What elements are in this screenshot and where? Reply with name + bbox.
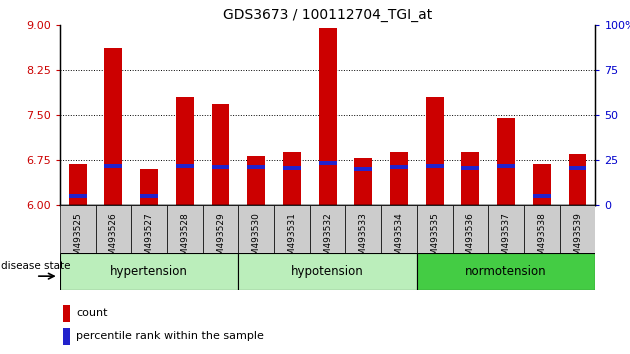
Bar bbox=[69, 164, 87, 205]
Bar bbox=[524, 205, 559, 253]
Bar bbox=[176, 97, 194, 205]
Text: GSM493528: GSM493528 bbox=[180, 212, 189, 267]
Bar bbox=[105, 164, 122, 168]
Bar bbox=[69, 194, 87, 198]
Bar bbox=[497, 164, 515, 168]
Text: GSM493529: GSM493529 bbox=[216, 212, 225, 267]
Text: GSM493525: GSM493525 bbox=[73, 212, 82, 267]
Bar bbox=[354, 167, 372, 171]
Bar bbox=[569, 166, 587, 170]
Text: GSM493538: GSM493538 bbox=[537, 212, 546, 267]
Bar bbox=[248, 156, 265, 205]
Bar bbox=[569, 154, 587, 205]
Bar bbox=[559, 205, 595, 253]
Text: GSM493533: GSM493533 bbox=[359, 212, 368, 267]
Bar bbox=[319, 28, 336, 205]
Bar bbox=[140, 169, 158, 205]
Bar bbox=[390, 165, 408, 169]
Bar bbox=[497, 118, 515, 205]
Bar bbox=[212, 165, 229, 169]
Text: GSM493536: GSM493536 bbox=[466, 212, 475, 267]
Bar bbox=[319, 161, 336, 165]
Text: GSM493527: GSM493527 bbox=[145, 212, 154, 267]
Bar bbox=[426, 164, 444, 168]
Bar bbox=[60, 253, 238, 290]
Text: GSM493534: GSM493534 bbox=[394, 212, 403, 267]
Bar bbox=[533, 164, 551, 205]
Text: GSM493539: GSM493539 bbox=[573, 212, 582, 267]
Bar bbox=[452, 205, 488, 253]
Bar bbox=[105, 48, 122, 205]
Text: normotension: normotension bbox=[466, 265, 547, 278]
Bar bbox=[96, 205, 131, 253]
Bar bbox=[176, 164, 194, 168]
Bar bbox=[426, 97, 444, 205]
Bar bbox=[212, 104, 229, 205]
Bar bbox=[381, 205, 417, 253]
Bar bbox=[310, 205, 345, 253]
Bar bbox=[167, 205, 203, 253]
Bar bbox=[248, 165, 265, 169]
Bar bbox=[140, 194, 158, 198]
Bar bbox=[63, 328, 70, 345]
Text: percentile rank within the sample: percentile rank within the sample bbox=[76, 331, 264, 342]
Bar bbox=[274, 205, 310, 253]
Bar bbox=[283, 152, 301, 205]
Text: GSM493532: GSM493532 bbox=[323, 212, 332, 267]
Bar bbox=[488, 205, 524, 253]
Bar bbox=[417, 253, 595, 290]
Bar bbox=[238, 205, 274, 253]
Text: count: count bbox=[76, 308, 108, 318]
Text: hypotension: hypotension bbox=[291, 265, 364, 278]
Bar bbox=[533, 194, 551, 198]
Bar bbox=[131, 205, 167, 253]
Text: hypertension: hypertension bbox=[110, 265, 188, 278]
Bar bbox=[417, 205, 452, 253]
Text: GSM493535: GSM493535 bbox=[430, 212, 439, 267]
Bar bbox=[203, 205, 238, 253]
Bar bbox=[238, 253, 417, 290]
Bar bbox=[283, 166, 301, 170]
Bar bbox=[345, 205, 381, 253]
Title: GDS3673 / 100112704_TGI_at: GDS3673 / 100112704_TGI_at bbox=[223, 8, 432, 22]
Bar bbox=[63, 305, 70, 322]
Text: disease state: disease state bbox=[1, 261, 71, 271]
Text: GSM493526: GSM493526 bbox=[109, 212, 118, 267]
Text: GSM493537: GSM493537 bbox=[501, 212, 510, 267]
Bar bbox=[390, 152, 408, 205]
Bar bbox=[60, 205, 96, 253]
Bar bbox=[461, 166, 479, 170]
Text: GSM493531: GSM493531 bbox=[287, 212, 296, 267]
Bar bbox=[461, 152, 479, 205]
Text: GSM493530: GSM493530 bbox=[252, 212, 261, 267]
Bar bbox=[354, 158, 372, 205]
